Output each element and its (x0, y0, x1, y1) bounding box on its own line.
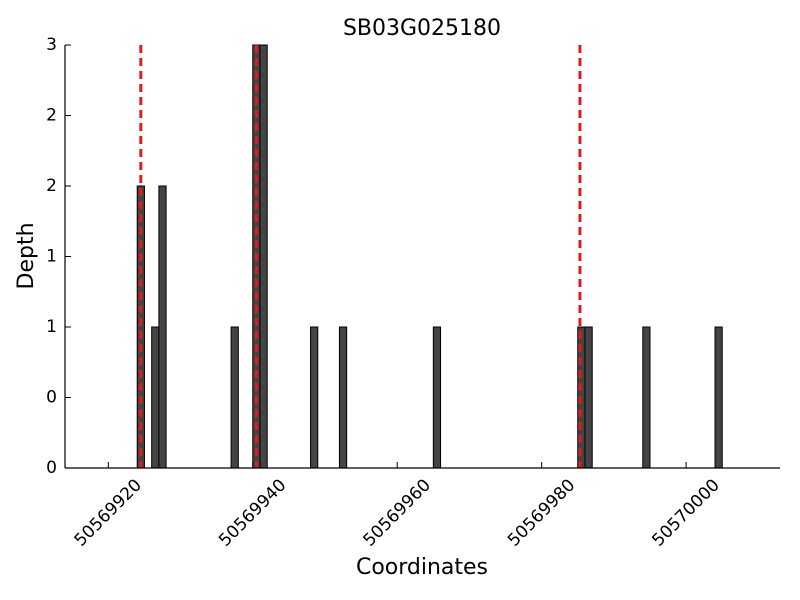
bar (642, 326, 651, 469)
y-tick-label: 0 (46, 458, 57, 478)
y-tick-label: 1 (46, 317, 57, 337)
x-tick-label: 50569980 (504, 475, 579, 550)
y-tick-label: 1 (46, 247, 57, 267)
x-tick-label: 50569940 (215, 475, 290, 550)
bar (338, 326, 348, 469)
x-tick-label: 50569920 (71, 475, 146, 550)
bar (310, 326, 319, 469)
x-tick-label: 50570000 (648, 475, 723, 550)
bar (259, 44, 268, 469)
bar (230, 326, 239, 469)
bar (714, 326, 723, 469)
y-tick-label: 3 (46, 35, 57, 55)
x-axis-label: Coordinates (356, 555, 488, 580)
x-tick-label: 50569960 (360, 475, 435, 550)
chart-title: SB03G025180 (343, 16, 501, 41)
y-axis-label: Depth (14, 222, 39, 289)
y-tick-label: 2 (46, 106, 57, 126)
bar (432, 326, 442, 469)
y-tick-label: 2 (46, 176, 57, 196)
y-tick-label: 0 (46, 388, 57, 408)
bar (584, 326, 593, 469)
bar (158, 185, 167, 469)
bar (151, 326, 160, 469)
